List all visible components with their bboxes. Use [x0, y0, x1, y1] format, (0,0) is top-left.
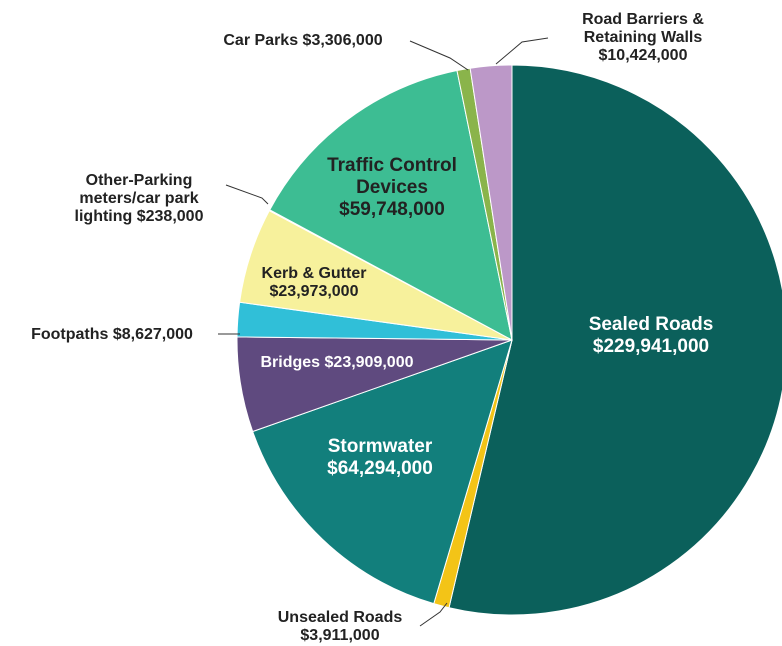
- label-traffic-control: Traffic Control Devices $59,748,000: [327, 155, 457, 220]
- label-stormwater: Stormwater $64,294,000: [327, 436, 433, 479]
- label-footpaths: Footpaths $8,627,000: [31, 326, 193, 343]
- other-parking-leader: [225, 184, 269, 205]
- label-line: meters/car park: [79, 190, 198, 207]
- label-line: Car Parks $3,306,000: [223, 32, 382, 49]
- label-line: Sealed Roads: [589, 314, 714, 335]
- label-line: $3,911,000: [300, 627, 379, 644]
- label-line: $64,294,000: [327, 458, 433, 479]
- label-unsealed-roads: Unsealed Roads $3,911,000: [278, 609, 403, 644]
- label-line: Traffic Control: [327, 155, 457, 176]
- pie-slice-stormwater: [252, 339, 513, 605]
- label-sealed-roads: Sealed Roads $229,941,000: [589, 314, 714, 357]
- label-line: $229,941,000: [593, 336, 709, 357]
- leader-lines: [218, 37, 549, 627]
- road-barriers-leader: [495, 37, 549, 65]
- label-line: lighting $238,000: [75, 208, 204, 225]
- label-car-parks: Car Parks $3,306,000: [223, 32, 382, 49]
- label-other-parking: Other-Parking meters/car park lighting $23…: [75, 172, 204, 225]
- label-line: $10,424,000: [599, 47, 688, 64]
- label-line: Devices: [356, 177, 428, 198]
- label-line: Kerb & Gutter: [262, 265, 367, 282]
- label-line: Retaining Walls: [584, 29, 703, 46]
- label-line: Other-Parking: [86, 172, 193, 189]
- pie-slice-sealed-roads: [448, 64, 782, 616]
- label-line: Road Barriers &: [582, 11, 704, 28]
- label-bridges: Bridges $23,909,000: [261, 354, 414, 371]
- unsealed-roads-leader: [419, 602, 448, 627]
- label-line: $59,748,000: [339, 199, 445, 220]
- label-road-barriers: Road Barriers & Retaining Walls $10,424,00…: [582, 11, 704, 64]
- label-kerb-gutter: Kerb & Gutter $23,973,000: [262, 265, 367, 300]
- slice-labels: Sealed Roads $229,941,000 Unsealed Roads $3…: [31, 11, 713, 644]
- pie-slice-traffic-control-devices: [269, 69, 513, 341]
- pie-slice-road-barriers-retaining-walls: [469, 64, 513, 341]
- car-parks-leader: [409, 40, 469, 71]
- label-line: $23,973,000: [270, 283, 359, 300]
- label-line: Bridges $23,909,000: [261, 354, 414, 371]
- label-line: Footpaths $8,627,000: [31, 326, 193, 343]
- label-line: Unsealed Roads: [278, 609, 403, 626]
- pie-slices: [236, 64, 782, 616]
- label-line: Stormwater: [328, 436, 433, 457]
